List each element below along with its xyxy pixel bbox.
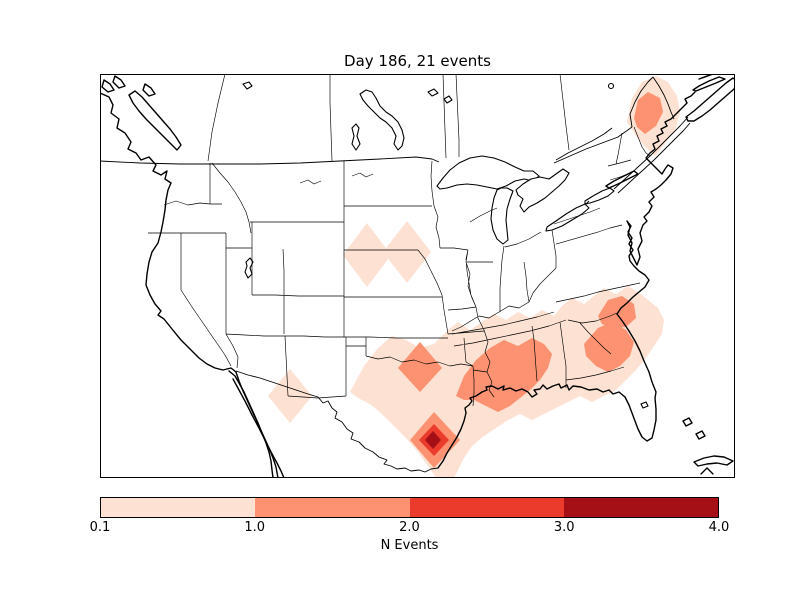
small-antilles-peak xyxy=(700,467,714,475)
map-plot xyxy=(100,74,735,478)
contour-region-plains-l1 xyxy=(343,223,391,287)
anticosti-island xyxy=(692,76,726,92)
coastline-layer xyxy=(100,74,735,478)
province-borders xyxy=(207,74,570,162)
lake-manitoba xyxy=(351,123,361,151)
river-squiggles xyxy=(299,172,374,185)
lake-huron xyxy=(515,168,570,213)
map-svg xyxy=(100,74,735,478)
us-mexico-border xyxy=(235,370,439,473)
contour-region-georgia-l2 xyxy=(584,322,634,372)
small-lake-quebec xyxy=(607,82,615,90)
lake-winnipeg xyxy=(359,89,405,151)
colorbar-segment xyxy=(563,498,718,517)
lake-michigan xyxy=(490,187,514,245)
contour-region-plains-l1b xyxy=(383,221,431,283)
colorbar-segment xyxy=(255,498,410,517)
state-borders xyxy=(148,126,651,407)
lake-erie xyxy=(545,203,590,232)
plot-title: Day 186, 21 events xyxy=(344,52,491,70)
us-canada-border xyxy=(100,76,675,206)
contour-layer xyxy=(268,76,680,478)
colorbar-tick-label: 3.0 xyxy=(553,520,575,535)
map-frame xyxy=(100,74,735,478)
colorbar-ticks: 0.1 1.0 2.0 3.0 4.0 xyxy=(90,520,730,536)
lake-ontario xyxy=(584,187,615,205)
st-lawrence-river xyxy=(555,116,691,194)
nova-scotia xyxy=(685,77,735,122)
gulf-atlantic-coast xyxy=(437,91,696,469)
colorbar-tick-label: 4.0 xyxy=(708,520,730,535)
country-borders-layer xyxy=(100,76,691,473)
colorbar xyxy=(100,497,719,518)
bahamas xyxy=(682,417,706,440)
cuba xyxy=(693,455,734,467)
bc-islands xyxy=(101,75,156,97)
small-lake-alberta xyxy=(242,81,253,90)
baja-gulf-coast xyxy=(228,370,285,478)
prince-edward-island xyxy=(698,74,714,80)
lake-okeechobee xyxy=(640,401,649,409)
pacific-coast xyxy=(100,92,274,478)
lakes-layer xyxy=(242,81,649,409)
state-borders-layer xyxy=(148,74,651,407)
small-lake-nipigon xyxy=(443,95,453,104)
colorbar-tick-label: 1.0 xyxy=(244,520,266,535)
colorbar-axis-label: N Events xyxy=(380,538,439,553)
long-island xyxy=(605,170,639,189)
small-lake-ontario-prov xyxy=(427,88,439,97)
colorbar-tick-label: 0.1 xyxy=(89,520,111,535)
colorbar-segment xyxy=(409,498,564,517)
colorbar-tick-label: 2.0 xyxy=(399,520,420,535)
vancouver-island xyxy=(128,90,182,151)
contour-region-maine-l2 xyxy=(634,92,663,134)
contour-region-redriver-l2 xyxy=(398,342,442,392)
contour-region-stexas-l4 xyxy=(425,431,441,449)
colorbar-segment xyxy=(101,498,256,517)
